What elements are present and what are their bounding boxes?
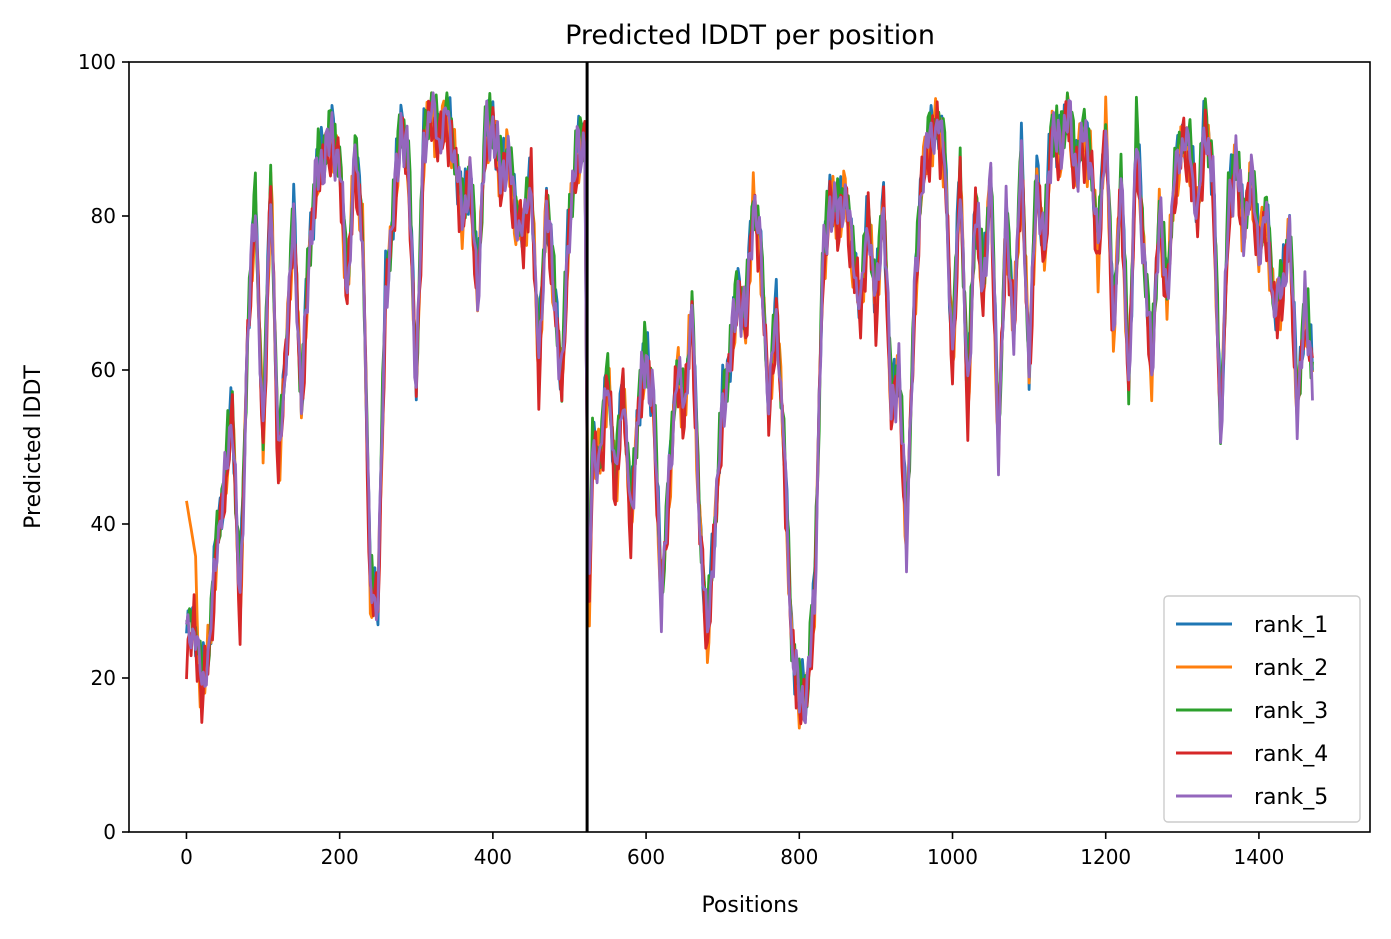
legend-label-rank_1: rank_1 <box>1254 613 1328 638</box>
legend-label-rank_3: rank_3 <box>1254 699 1328 724</box>
y-tick-label: 80 <box>91 204 116 228</box>
axis-ticks: 0 200 400 600 800 1000 1200 1400 0 20 40 60 80 100 <box>78 50 1285 869</box>
series-line-rank_5 <box>185 91 1314 725</box>
legend-label-rank_5: rank_5 <box>1254 785 1328 810</box>
legend-label-rank_2: rank_2 <box>1254 656 1328 681</box>
legend-label-rank_4: rank_4 <box>1254 742 1328 767</box>
x-tick-label: 200 <box>321 845 359 869</box>
x-tick-label: 600 <box>627 845 665 869</box>
plot-area <box>185 62 1314 832</box>
x-tick-label: 0 <box>180 845 193 869</box>
y-tick-label: 40 <box>91 512 116 536</box>
y-axis-label: Predicted lDDT <box>21 365 46 529</box>
x-tick-label: 800 <box>780 845 818 869</box>
chart-title: Predicted lDDT per position <box>565 20 935 51</box>
x-axis-label: Positions <box>701 893 798 918</box>
y-tick-label: 20 <box>91 666 116 690</box>
x-tick-label: 400 <box>474 845 512 869</box>
y-tick-label: 0 <box>103 820 116 844</box>
x-tick-label: 1000 <box>927 845 978 869</box>
plot-frame <box>128 61 1371 833</box>
y-tick-label: 100 <box>78 50 116 74</box>
x-tick-label: 1400 <box>1233 845 1284 869</box>
legend-box <box>1163 595 1361 823</box>
x-tick-label: 1200 <box>1080 845 1131 869</box>
y-tick-label: 60 <box>91 358 116 382</box>
legend: rank_1 rank_2 rank_3 rank_4 rank_5 <box>1163 595 1361 823</box>
